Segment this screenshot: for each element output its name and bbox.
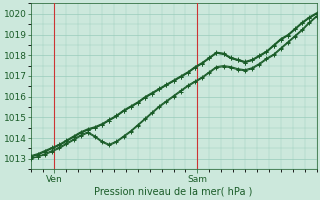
X-axis label: Pression niveau de la mer( hPa ): Pression niveau de la mer( hPa ): [94, 187, 253, 197]
